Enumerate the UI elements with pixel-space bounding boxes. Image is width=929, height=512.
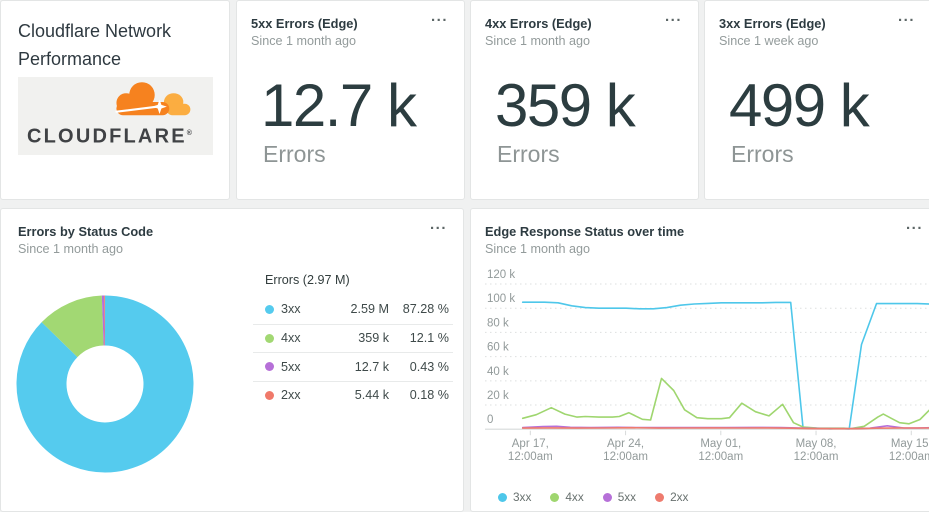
- donut-chart[interactable]: [1, 209, 465, 511]
- dashboard-title: Cloudflare Network Performance: [18, 17, 229, 73]
- legend-row-4xx[interactable]: 4xx 359 k 12.1 %: [253, 323, 453, 353]
- legend-value: 5.44 k: [354, 388, 389, 403]
- series-line-4xx[interactable]: [521, 377, 929, 430]
- cloudflare-cloud-icon: [115, 82, 191, 116]
- cloudflare-wordmark: CLOUDFLARE®: [27, 126, 192, 148]
- x-axis-tick-label: 12:00am: [508, 451, 553, 463]
- legend-dot-icon: [265, 390, 274, 400]
- cloudflare-logo: CLOUDFLARE®: [18, 77, 213, 155]
- x-axis-tick-label: 12:00am: [603, 451, 648, 463]
- legend-label: 2xx: [670, 490, 689, 504]
- y-axis-tick-label: 40 k: [487, 366, 509, 378]
- legend-row-5xx[interactable]: 5xx 12.7 k 0.43 %: [253, 352, 453, 381]
- legend-row-2xx[interactable]: 2xx 5.44 k 0.18 %: [253, 380, 453, 410]
- card-menu-icon[interactable]: ...: [897, 8, 915, 25]
- registered-trademark: ®: [186, 130, 192, 138]
- card-menu-icon[interactable]: ...: [905, 216, 923, 233]
- x-axis-tick-label: 12:00am: [698, 451, 743, 463]
- kpi-unit: Errors: [263, 141, 326, 167]
- kpi-timerange: Since 1 week ago: [719, 34, 819, 48]
- errors-by-status-code-card: Errors by Status Code Since 1 month ago …: [0, 208, 464, 512]
- legend-dot-icon: [550, 492, 560, 502]
- cloudflare-summary-card: Cloudflare Network Performance CLOUDFLAR…: [0, 0, 230, 200]
- legend-dot-icon: [265, 304, 274, 314]
- y-axis-tick-label: 20 k: [487, 390, 509, 402]
- kpi-value: 359 k: [495, 72, 636, 139]
- y-axis-tick-label: 80 k: [487, 317, 509, 329]
- y-axis-tick-label: 0: [487, 414, 493, 426]
- line-chart-legend: 3xx 4xx 5xx 2xx: [498, 490, 688, 504]
- legend-dot-icon: [655, 492, 665, 502]
- legend-label: 3xx: [513, 490, 532, 504]
- chart-title: Errors by Status Code: [18, 224, 154, 239]
- kpi-card-3xx-errors: 3xx Errors (Edge) Since 1 week ago ... 4…: [704, 0, 929, 200]
- y-axis-tick-label: 100 k: [487, 293, 515, 305]
- legend-percent: 87.28 %: [402, 302, 449, 317]
- chart-timerange: Since 1 month ago: [18, 242, 124, 256]
- series-line-3xx[interactable]: [521, 301, 929, 430]
- kpi-value: 12.7 k: [261, 72, 417, 139]
- legend-label: 4xx: [565, 490, 584, 504]
- x-axis-tick-label: May 01,: [700, 438, 741, 450]
- kpi-card-5xx-errors: 5xx Errors (Edge) Since 1 month ago ... …: [236, 0, 465, 200]
- legend-row-3xx[interactable]: 3xx 2.59 M 87.28 %: [253, 295, 453, 324]
- chart-timerange: Since 1 month ago: [485, 242, 591, 256]
- legend-label: 5xx: [281, 359, 301, 374]
- kpi-unit: Errors: [731, 141, 794, 167]
- legend-item-5xx[interactable]: 5xx: [602, 490, 637, 504]
- x-axis-tick-label: May 08,: [796, 438, 837, 450]
- donut-slice-2xx[interactable]: [16, 295, 194, 473]
- legend-item-2xx[interactable]: 2xx: [655, 490, 688, 504]
- x-axis-tick-label: Apr 17,: [512, 438, 549, 450]
- donut-legend-header: Errors (2.97 M): [265, 273, 350, 287]
- legend-label: 3xx: [281, 302, 301, 317]
- kpi-timerange: Since 1 month ago: [485, 34, 591, 48]
- legend-value: 12.7 k: [354, 359, 389, 374]
- legend-dot-icon: [265, 362, 274, 372]
- legend-value: 2.59 M: [350, 302, 389, 317]
- legend-dot-icon: [498, 492, 507, 502]
- dashboard-title-line1: Cloudflare Network: [18, 21, 172, 41]
- x-axis-tick-label: Apr 24,: [607, 438, 644, 450]
- chart-title: Edge Response Status over time: [485, 224, 685, 239]
- legend-dot-icon: [265, 333, 274, 343]
- legend-label: 5xx: [617, 490, 637, 504]
- x-axis-tick-label: 12:00am: [794, 451, 839, 463]
- card-menu-icon[interactable]: ...: [430, 8, 448, 25]
- card-menu-icon[interactable]: ...: [664, 8, 682, 25]
- legend-percent: 12.1 %: [409, 331, 449, 346]
- kpi-title: 3xx Errors (Edge): [719, 16, 826, 31]
- kpi-timerange: Since 1 month ago: [251, 34, 357, 48]
- legend-dot-icon: [602, 492, 612, 502]
- kpi-title: 4xx Errors (Edge): [485, 16, 592, 31]
- kpi-value: 499 k: [729, 72, 870, 139]
- kpi-unit: Errors: [497, 141, 560, 167]
- series-line-2xx[interactable]: [521, 426, 929, 430]
- legend-value: 359 k: [358, 331, 389, 346]
- donut-legend-table: Errors (2.97 M) 3xx 2.59 M 87.28 % 4xx 359 k…: [253, 269, 453, 409]
- legend-percent: 0.43 %: [409, 359, 449, 374]
- legend-item-3xx[interactable]: 3xx: [498, 490, 531, 504]
- card-menu-icon[interactable]: ...: [429, 216, 447, 233]
- edge-response-status-card: Edge Response Status over time Since 1 m…: [470, 208, 929, 512]
- kpi-card-4xx-errors: 4xx Errors (Edge) Since 1 month ago ... …: [470, 0, 699, 200]
- legend-percent: 0.18 %: [409, 388, 449, 403]
- legend-item-4xx[interactable]: 4xx: [550, 490, 584, 504]
- kpi-title: 5xx Errors (Edge): [251, 16, 358, 31]
- x-axis-tick-label: 12:00am: [889, 451, 929, 463]
- x-axis-tick-label: May 15,: [891, 438, 929, 450]
- y-axis-tick-label: 60 k: [487, 342, 509, 354]
- legend-label: 2xx: [281, 388, 301, 403]
- legend-label: 4xx: [281, 331, 301, 346]
- y-axis-tick-label: 120 k: [487, 269, 515, 281]
- dashboard-title-line2: Performance: [18, 49, 122, 69]
